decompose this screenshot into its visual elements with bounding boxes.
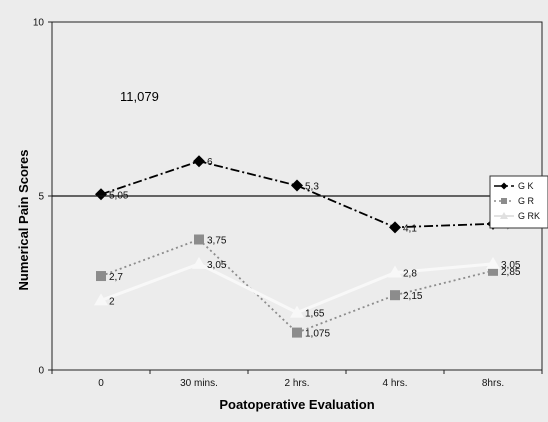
legend-label: G K [518,181,534,191]
data-label: 2 [109,296,115,307]
data-point-triangle [486,256,500,269]
x-axis-title: Poatoperative Evaluation [219,397,374,412]
data-label: 1,075 [305,329,330,340]
data-label: 3,05 [501,260,521,271]
data-point-diamond [193,155,205,168]
data-point-diamond [95,188,107,201]
data-label: 5,3 [305,182,319,193]
data-label: 3,05 [207,260,227,271]
annotation-text: 11,079 [120,89,159,104]
data-point-square [292,327,302,338]
data-label: 1,65 [305,309,325,320]
legend: G K G R G RK [489,175,548,229]
legend-box [489,175,548,229]
y-tick-label: 10 [33,18,45,29]
data-point-square [390,290,400,301]
y-tick-label: 0 [38,366,44,377]
y-tick-label: 5 [38,192,44,203]
legend-label: G R [518,196,535,206]
x-tick-label: 0 [98,378,104,389]
data-point-square [488,265,498,276]
data-point-square [194,234,204,245]
y-axis-title: Numerical Pain Scores [16,150,31,291]
x-tick-label: 4 hrs. [382,378,407,389]
data-label: 4,1 [403,223,417,234]
data-label: 2,8 [403,269,417,280]
legend-marker-2 [501,198,507,204]
data-label: 2,7 [109,272,123,283]
x-tick-label: 2 hrs. [284,378,309,389]
data-label: 6 [207,157,213,168]
data-label: 2,85 [501,267,521,278]
legend-marker-1 [500,182,508,190]
x-tick-label: 30 mins. [180,378,218,389]
data-label: 2,15 [403,291,423,302]
data-label: 3,75 [207,236,227,247]
legend-marker-3 [500,212,508,219]
data-point-square [96,271,106,282]
data-point-triangle [290,305,304,318]
x-tick-label: 8hrs. [482,378,504,389]
data-point-diamond [389,221,401,234]
data-point-triangle [94,293,108,306]
axes: 0 5 10 0 30 mins. 2 hrs. 4 hrs. 8hrs. [33,18,543,389]
data-point-triangle [192,256,206,269]
data-point-triangle [388,265,402,278]
legend-label: G RK [518,211,540,221]
data-point-diamond [291,179,303,192]
